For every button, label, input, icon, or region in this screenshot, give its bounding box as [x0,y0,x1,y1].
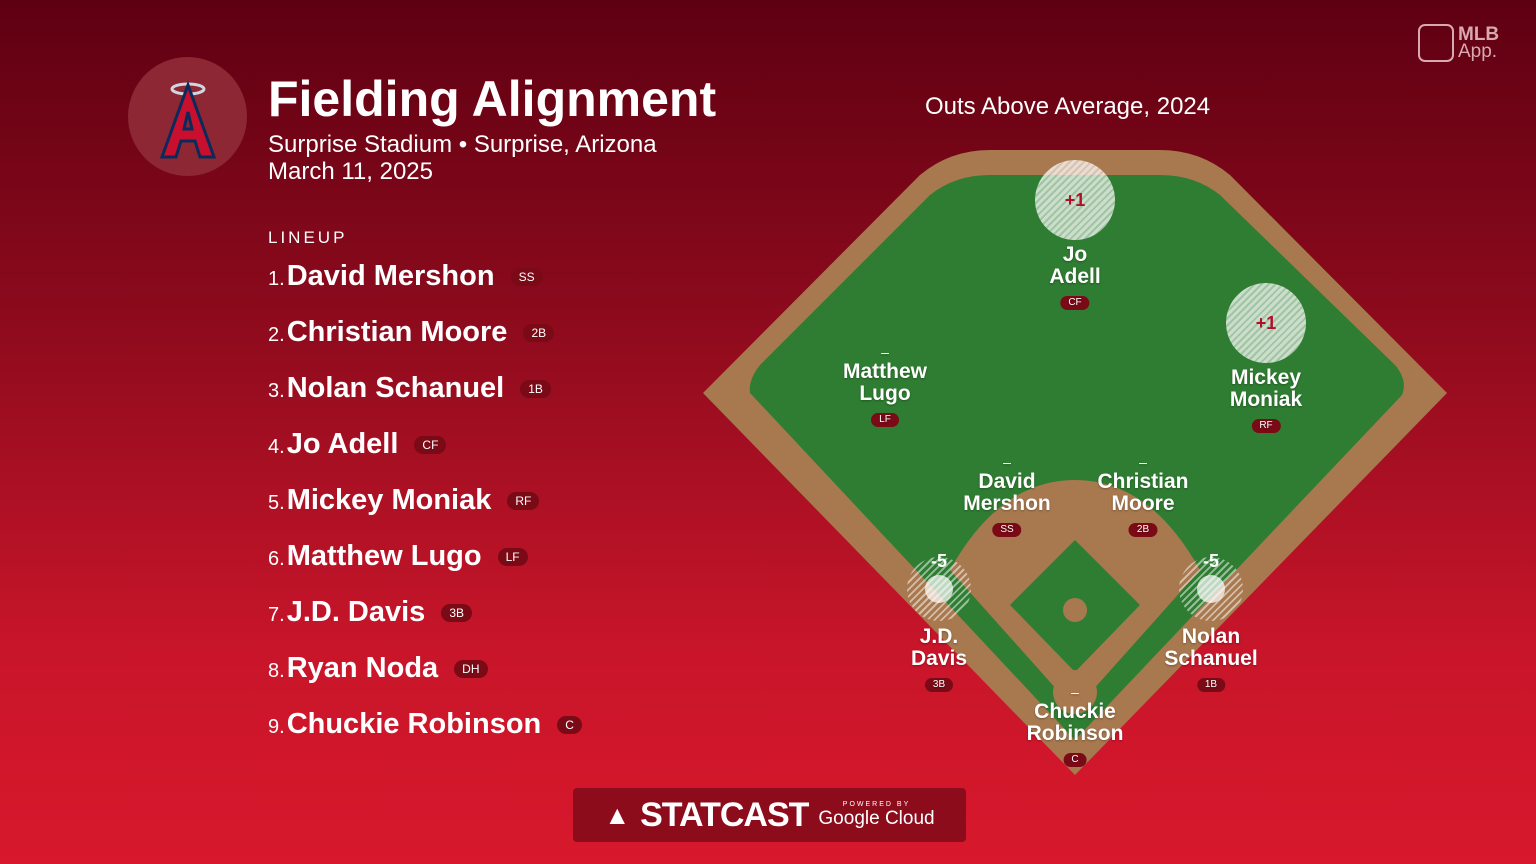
metric-title: Outs Above Average, 2024 [925,93,1211,120]
player-name: J.D. Davis [286,596,426,628]
game-date: March 11, 2025 [268,158,433,185]
position-badge: CF [1060,296,1090,310]
player-first-name: Mickey [1230,366,1302,389]
field-player-ss: – David Mershon SS [963,453,1051,537]
position-badge: DH [454,660,488,678]
player-name: Mickey Moniak [286,484,492,516]
field-player-cf: Jo Adell CF [1049,243,1101,310]
google-cloud: Google Cloud [818,807,935,829]
batting-order: 2. [268,324,285,346]
batting-order: 5. [268,492,285,514]
venue: Surprise Stadium • Surprise, Arizona [268,131,657,158]
player-last-name: Robinson [1026,722,1124,745]
oaa-value: -5 [1202,551,1219,571]
oaa-bubble-3b: -5 [907,551,971,621]
mlb-app-logo: MLB App. [1418,24,1499,62]
oaa-value: – [1003,454,1011,470]
position-badge: RF [1251,419,1281,433]
lineup-item: 7. J.D. Davis 3B [268,596,473,629]
lineup-item: 2. Christian Moore 2B [268,316,555,349]
oaa-value: – [1139,454,1147,470]
mlb-logo-icon [1418,24,1454,62]
player-last-name: Adell [1049,265,1101,288]
player-name: Nolan Schanuel [286,372,505,404]
batting-order: 4. [268,436,285,458]
position-badge: 2B [523,324,555,342]
lineup-item: 9. Chuckie Robinson C [268,708,582,741]
player-name: Ryan Noda [286,652,439,684]
player-name: Matthew Lugo [286,540,482,572]
player-last-name: Moniak [1229,388,1303,411]
player-first-name: Chuckie [1034,700,1116,723]
batting-order: 8. [268,660,285,682]
lineup-item: 6. Matthew Lugo LF [268,540,528,573]
home-plate-area [1053,670,1097,714]
oaa-bubble-cf: +1 [1035,160,1115,240]
player-name: Christian Moore [286,316,508,348]
app-text: App. [1458,41,1498,62]
field-player-b3: J.D. Davis 3B [911,626,967,692]
player-last-name: Schanuel [1164,647,1258,670]
oaa-value: -5 [930,551,947,571]
lineup-item: 4. Jo Adell CF [268,428,447,461]
powered-by: POWERED BY [842,800,911,808]
player-name: Jo Adell [286,428,399,460]
player-first-name: Jo [1062,243,1088,266]
position-badge: 2B [1128,523,1158,537]
lineup-item: 1. David Mershon SS [268,260,543,293]
player-last-name: Moore [1111,492,1175,515]
batting-order: 7. [268,604,285,626]
player-first-name: Christian [1097,470,1189,493]
field-player-c: – Chuckie Robinson C [1026,683,1124,767]
position-badge: SS [510,268,543,286]
mlb-batter-icon: ▲ [604,799,631,830]
player-first-name: Nolan [1181,625,1241,648]
oaa-bubble-1b: -5 [1179,551,1243,621]
position-badge: C [557,716,582,734]
position-badge: RF [507,492,540,510]
oaa-value: – [1071,684,1079,700]
position-badge: SS [992,523,1022,537]
position-badge: LF [497,548,528,566]
batting-order: 3. [268,380,285,402]
page-title: Fielding Alignment [268,71,717,127]
statcast-logo: STATCAST [640,795,809,834]
lineup-item: 3. Nolan Schanuel 1B [268,372,551,405]
field-player-rf: Mickey Moniak RF [1230,367,1302,433]
position-badge: C [1063,753,1087,767]
player-name: David Mershon [286,260,495,292]
batting-order: 6. [268,548,285,570]
player-first-name: Matthew [843,360,927,383]
lineup-item: 8. Ryan Noda DH [268,652,488,685]
field-player-b2: – Christian Moore 2B [1097,453,1189,537]
oaa-value: – [881,344,889,360]
field-player-lf: – Matthew Lugo LF [843,343,927,427]
position-badge: 3B [924,678,954,692]
angels-logo [128,57,247,176]
pitchers-mound [1063,598,1087,622]
field-player-b1: Nolan Schanuel 1B [1164,625,1258,692]
position-badge: 1B [1196,678,1226,692]
position-badge: 1B [520,380,551,398]
statcast-footer: ▲ STATCAST POWERED BY Google Cloud [573,788,966,842]
batting-order: 9. [268,716,285,738]
player-first-name: David [978,470,1036,493]
position-badge: 3B [441,604,473,622]
position-badge: LF [871,413,899,427]
player-last-name: Davis [910,647,968,670]
mlb-text: MLB [1458,24,1500,45]
batting-order: 1. [268,268,285,290]
player-first-name: J.D. [919,625,959,648]
player-name: Chuckie Robinson [286,708,542,740]
venue-info: Surprise Stadium • Surprise, Arizona Marc… [268,131,657,185]
player-last-name: Mershon [963,492,1051,515]
lineup-heading: LINEUP [268,228,348,247]
lineup-item: 5. Mickey Moniak RF [268,484,540,517]
oaa-bubble-rf: +1 [1226,283,1306,363]
position-badge: CF [414,436,447,454]
player-last-name: Lugo [859,382,911,405]
